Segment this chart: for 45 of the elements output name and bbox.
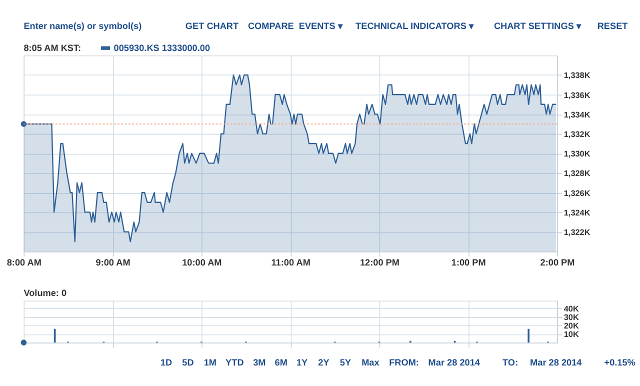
text: 1Y: [296, 357, 308, 368]
x-tick-label: 11:00 AM: [271, 258, 310, 268]
text: +0.15%: [604, 357, 636, 368]
y-tick-label: 1,322K: [564, 228, 590, 237]
x-tick-label: 12:00 PM: [360, 258, 400, 268]
y-tick-label: 1,334K: [564, 110, 590, 120]
y-tick-label: 1,328K: [564, 169, 590, 178]
x-tick-label: 9:00 AM: [96, 258, 130, 268]
text: Volume: 0: [24, 288, 67, 298]
y-tick-label: 1,330K: [564, 150, 590, 159]
text: 2Y: [318, 357, 330, 368]
text: 1D: [160, 357, 173, 368]
x-tick-label: 1:00 PM: [451, 258, 486, 268]
text: TECHNICAL INDICATORS ▾: [356, 20, 474, 31]
y-tick-label: 1,336K: [564, 90, 590, 100]
x-tick-label: 10:00 AM: [182, 258, 222, 268]
text: RESET: [597, 20, 628, 31]
text: Mar 28 2014: [530, 357, 583, 368]
text: 6M: [274, 357, 288, 368]
x-tick-label: 8:00 AM: [6, 258, 42, 268]
text: GET CHART: [185, 20, 240, 31]
text: 5Y: [340, 357, 352, 368]
text: 5D: [182, 357, 194, 368]
y-tick-label: 1,338K: [564, 71, 590, 80]
y-tick-label: 10K: [564, 330, 579, 340]
text: Mar 28 2014: [428, 357, 481, 368]
text: YTD: [226, 357, 244, 368]
text: Max: [362, 357, 380, 368]
y-tick-label: 1,326K: [564, 188, 590, 198]
y-tick-label: 1,332K: [564, 130, 590, 139]
text: 3M: [253, 357, 266, 368]
text: 8:05 AM KST:: [24, 42, 82, 53]
text: TO:: [502, 357, 518, 368]
y-tick-label: 30K: [564, 313, 579, 322]
text: COMPARE: [248, 20, 294, 31]
text: EVENTS ▾: [298, 20, 343, 31]
y-tick-label: 1,324K: [564, 208, 590, 218]
y-tick-label: 20K: [564, 322, 579, 331]
text: Enter name(s) or symbol(s): [24, 20, 142, 31]
text: 1M: [204, 357, 217, 368]
legend-label: 005930.KS 1333000.00: [114, 42, 210, 53]
y-tick-label: 40K: [564, 304, 579, 314]
x-tick-label: 2:00 PM: [540, 258, 575, 268]
text: CHART SETTINGS ▾: [494, 20, 582, 31]
text: FROM:: [389, 357, 419, 368]
